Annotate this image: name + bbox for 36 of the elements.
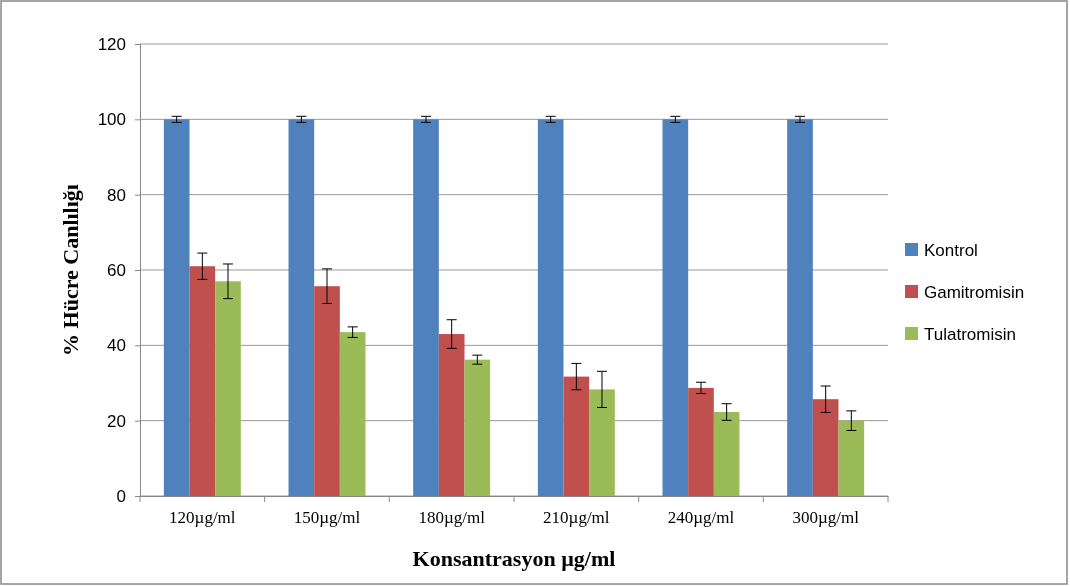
bar [314,286,340,496]
bar [838,420,865,496]
bar [339,332,366,496]
bar [713,412,740,496]
legend-label: Gamitromisin [924,282,1025,302]
x-tick-label: 120µg/ml [169,507,236,527]
x-axis-title: Konsantrasyon µg/ml [412,546,616,571]
bar [215,281,241,496]
bar [288,119,315,496]
bar [563,376,590,496]
y-tick-label: 0 [116,486,126,506]
y-tick-label: 40 [107,336,126,356]
bar [787,119,813,496]
bar [812,399,839,496]
bar [662,119,689,496]
legend-label: Tulatromisin [924,324,1016,344]
y-tick-label: 80 [107,185,126,205]
x-tick-label: 240µg/ml [667,507,735,527]
bar [413,119,439,496]
y-tick-label: 120 [97,34,126,54]
bar [589,389,615,496]
y-tick-label: 20 [107,411,126,431]
bar [438,334,465,496]
bar [688,387,714,496]
x-tick-label: 300µg/ml [792,507,860,527]
bar [189,266,216,496]
bar [464,359,491,496]
y-tick-label: 60 [107,260,126,280]
bar [163,119,190,496]
y-tick-label: 100 [97,110,126,130]
legend-label: Kontrol [924,240,978,260]
x-tick-label: 180µg/ml [418,507,486,527]
x-tick-label: 210µg/ml [543,507,610,527]
y-axis-title: % Hücre Canlılığı [58,184,83,356]
bar [537,119,564,496]
x-tick-label: 150µg/ml [293,507,361,527]
